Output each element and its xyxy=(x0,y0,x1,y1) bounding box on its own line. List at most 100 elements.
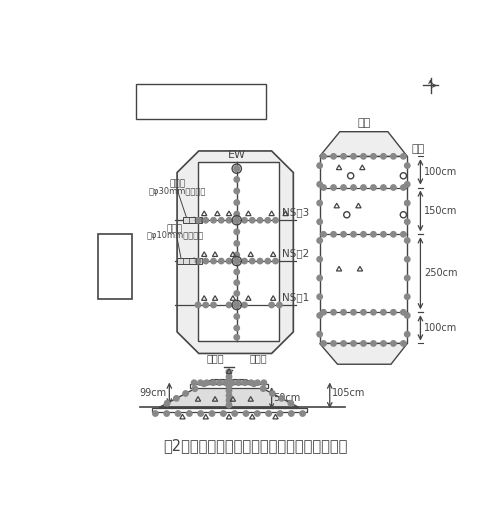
Text: NS－2: NS－2 xyxy=(282,248,309,258)
Circle shape xyxy=(351,185,356,190)
Text: 図2　試験堤体および埋設電極などの配置概要: 図2 試験堤体および埋設電極などの配置概要 xyxy=(163,438,347,453)
Circle shape xyxy=(401,231,406,237)
Circle shape xyxy=(211,302,216,308)
Circle shape xyxy=(234,229,240,235)
Circle shape xyxy=(405,163,410,168)
Circle shape xyxy=(203,258,209,264)
Circle shape xyxy=(175,411,181,416)
Circle shape xyxy=(331,185,336,190)
Bar xyxy=(198,162,279,341)
Circle shape xyxy=(361,309,366,315)
Circle shape xyxy=(234,280,240,285)
Text: 天端: 天端 xyxy=(357,118,370,128)
Circle shape xyxy=(321,185,326,190)
Circle shape xyxy=(266,411,271,416)
Circle shape xyxy=(288,400,293,406)
Polygon shape xyxy=(320,132,407,157)
Text: 上流側: 上流側 xyxy=(206,353,224,363)
Bar xyxy=(136,84,266,120)
Text: 105cm: 105cm xyxy=(332,388,365,398)
Circle shape xyxy=(234,314,240,319)
Circle shape xyxy=(195,258,201,264)
Circle shape xyxy=(381,309,386,315)
Text: 電極: 電極 xyxy=(153,89,166,99)
Text: 100cm: 100cm xyxy=(424,167,458,177)
Circle shape xyxy=(234,188,240,193)
Circle shape xyxy=(242,217,247,223)
Circle shape xyxy=(331,231,336,237)
Circle shape xyxy=(273,217,278,223)
Circle shape xyxy=(232,411,238,416)
Circle shape xyxy=(371,185,376,190)
Circle shape xyxy=(183,391,188,396)
Circle shape xyxy=(405,200,410,206)
Circle shape xyxy=(391,185,396,190)
Circle shape xyxy=(226,393,232,398)
Text: 底盤: 底盤 xyxy=(411,144,424,154)
Circle shape xyxy=(221,411,226,416)
Circle shape xyxy=(257,258,262,264)
Circle shape xyxy=(203,302,209,308)
Circle shape xyxy=(371,341,376,346)
Circle shape xyxy=(371,231,376,237)
Circle shape xyxy=(242,258,247,264)
Circle shape xyxy=(300,411,305,416)
Circle shape xyxy=(257,217,262,223)
Circle shape xyxy=(211,258,216,264)
Circle shape xyxy=(261,380,266,385)
Circle shape xyxy=(317,163,322,168)
Circle shape xyxy=(234,241,240,246)
Circle shape xyxy=(371,309,376,315)
Circle shape xyxy=(361,341,366,346)
Circle shape xyxy=(317,294,322,300)
Text: 150cm: 150cm xyxy=(424,206,458,216)
Text: 池: 池 xyxy=(110,265,120,280)
Circle shape xyxy=(391,309,396,315)
Circle shape xyxy=(234,326,240,331)
Text: NS－1: NS－1 xyxy=(282,292,309,302)
Text: 水みち: 水みち xyxy=(167,224,183,233)
Text: 谯: 谯 xyxy=(110,238,120,252)
Circle shape xyxy=(226,379,232,384)
Circle shape xyxy=(234,217,240,223)
Circle shape xyxy=(381,341,386,346)
Circle shape xyxy=(201,381,207,386)
Circle shape xyxy=(192,386,198,392)
Circle shape xyxy=(226,388,232,394)
Circle shape xyxy=(279,396,284,401)
Text: 水みち: 水みち xyxy=(169,180,185,189)
Circle shape xyxy=(317,238,322,243)
Circle shape xyxy=(288,411,294,416)
Polygon shape xyxy=(320,343,407,364)
Bar xyxy=(183,217,202,223)
Circle shape xyxy=(260,386,266,392)
Circle shape xyxy=(187,411,192,416)
Circle shape xyxy=(391,231,396,237)
Circle shape xyxy=(276,302,282,308)
Circle shape xyxy=(195,302,201,308)
Circle shape xyxy=(141,90,148,98)
Text: EW: EW xyxy=(228,150,246,160)
Text: オープンピエゾメータ: オープンピエゾメータ xyxy=(153,105,219,114)
Circle shape xyxy=(361,185,366,190)
Text: 250cm: 250cm xyxy=(424,268,458,278)
Circle shape xyxy=(165,400,170,406)
Circle shape xyxy=(198,380,203,385)
Circle shape xyxy=(254,411,260,416)
Circle shape xyxy=(223,380,229,385)
Circle shape xyxy=(317,219,322,225)
Circle shape xyxy=(226,258,232,264)
Circle shape xyxy=(250,217,255,223)
Circle shape xyxy=(234,302,240,308)
Circle shape xyxy=(341,341,346,346)
Bar xyxy=(190,384,268,388)
Circle shape xyxy=(219,258,224,264)
Circle shape xyxy=(226,302,232,308)
Text: （φ30mm有孔管）: （φ30mm有孔管） xyxy=(148,187,206,196)
Circle shape xyxy=(198,411,204,416)
Circle shape xyxy=(234,252,240,257)
Circle shape xyxy=(209,411,215,416)
Circle shape xyxy=(321,341,326,346)
Circle shape xyxy=(153,411,158,416)
Circle shape xyxy=(401,309,406,315)
